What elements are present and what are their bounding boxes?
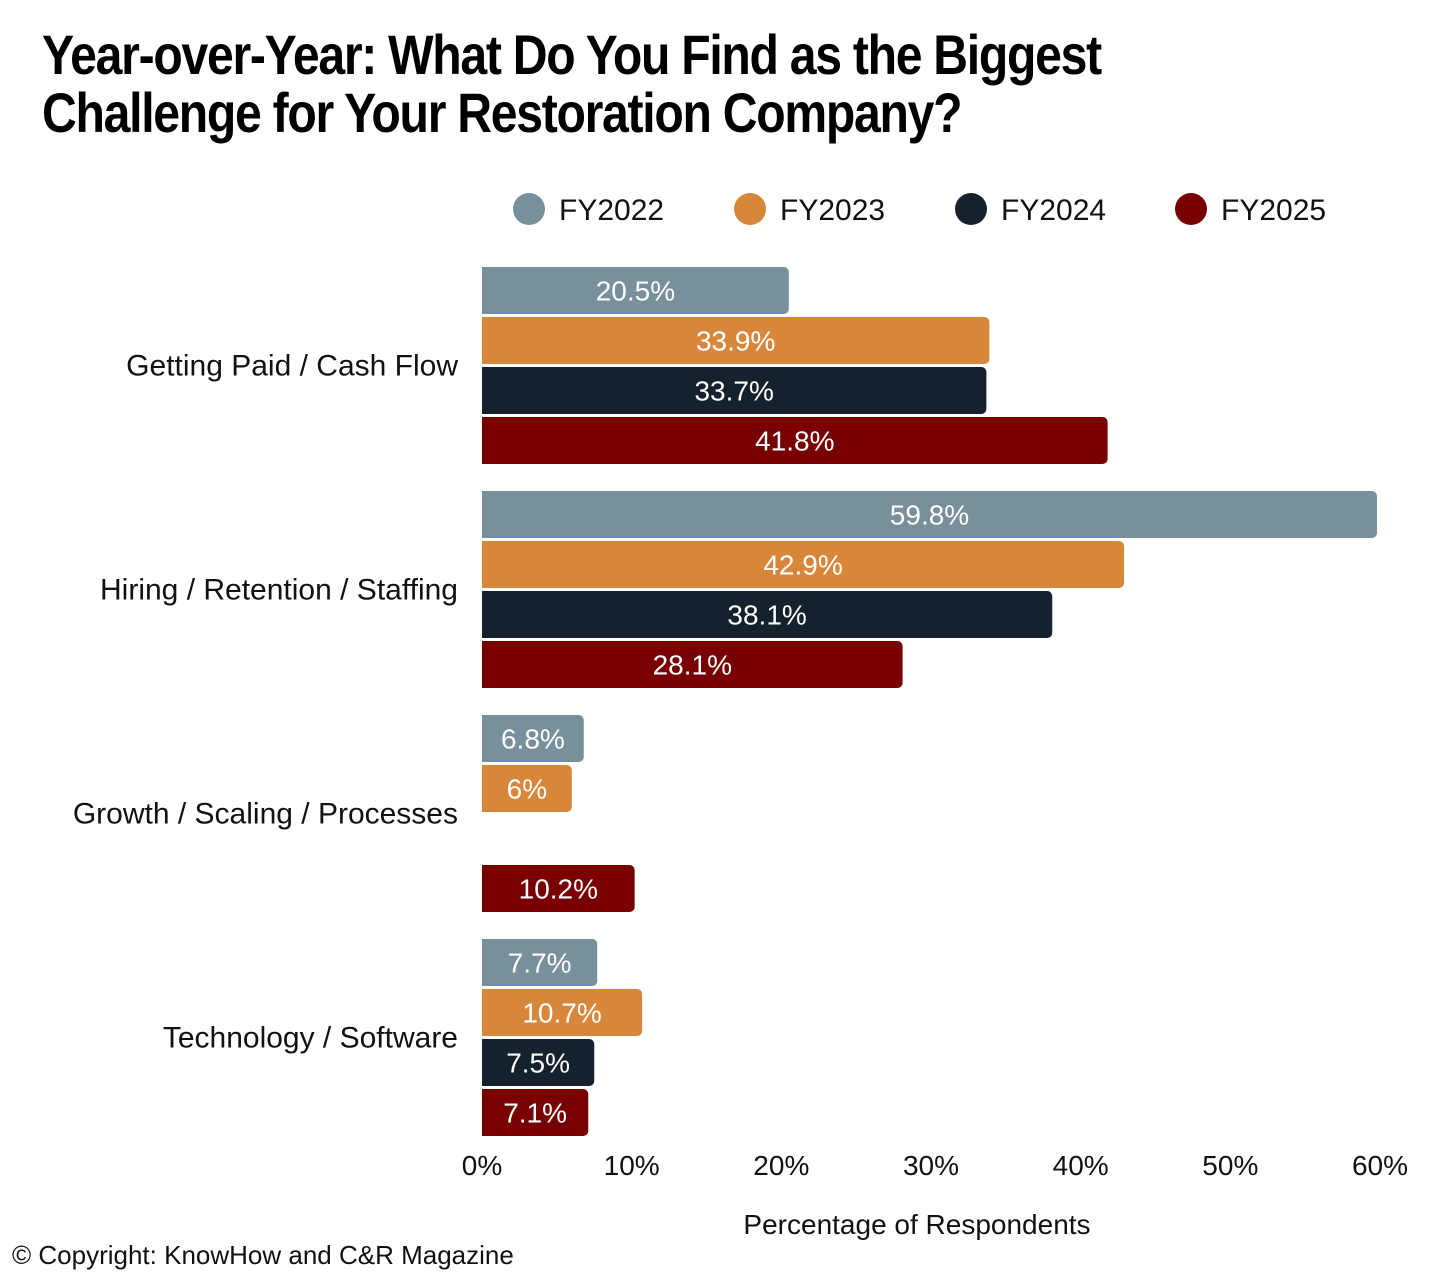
bar-value-label: 7.1% [503, 1098, 567, 1129]
bar-value-label: 10.2% [519, 874, 598, 905]
x-axis-title: Percentage of Respondents [743, 1209, 1090, 1240]
bar-value-label: 59.8% [890, 500, 969, 531]
bar-value-label: 33.7% [694, 376, 773, 407]
legend-label-fy2023: FY2023 [780, 194, 885, 227]
legend-marker-fy2023 [734, 193, 766, 225]
bar-value-label: 33.9% [696, 326, 775, 357]
category-label: Hiring / Retention / Staffing [100, 574, 458, 607]
legend-marker-fy2025 [1175, 193, 1207, 225]
legend-label-fy2022: FY2022 [559, 194, 664, 227]
category-labels: Getting Paid / Cash Flow Hiring / Retenti… [73, 350, 458, 1055]
bar-value-label: 42.9% [763, 550, 842, 581]
bar-fy2022 [476, 939, 598, 986]
x-tick-label: 20% [753, 1150, 809, 1181]
category-label: Technology / Software [163, 1022, 458, 1055]
bar-value-label: 38.1% [727, 600, 806, 631]
x-tick-label: 60% [1352, 1150, 1408, 1181]
bar-fy2023 [476, 989, 643, 1036]
bar-fy2024 [476, 367, 987, 414]
copyright-notice: © Copyright: KnowHow and C&R Magazine [12, 1240, 514, 1270]
bar-fy2025 [476, 417, 1108, 464]
x-tick-label: 30% [903, 1150, 959, 1181]
bar-fy2022 [476, 491, 1378, 538]
x-axis-ticks: 0% 10% 20% 30% 40% 50% 60% [462, 1150, 1408, 1181]
legend-label-fy2024: FY2024 [1001, 194, 1106, 227]
legend-marker-fy2024 [955, 193, 987, 225]
bar-fy2024 [476, 1039, 595, 1086]
x-tick-label: 0% [462, 1150, 502, 1181]
bar-value-label: 7.5% [506, 1048, 570, 1079]
legend: FY2022 FY2023 FY2024 FY2025 [513, 193, 1326, 227]
x-tick-label: 50% [1202, 1150, 1258, 1181]
bar-fy2022 [476, 715, 584, 762]
bar-value-label: 6% [507, 774, 547, 805]
axis-mask [474, 250, 482, 1150]
bar-fy2023 [476, 541, 1125, 588]
x-tick-label: 40% [1053, 1150, 1109, 1181]
bar-fy2025 [476, 641, 903, 688]
bar-value-label: 7.7% [508, 948, 572, 979]
category-label: Getting Paid / Cash Flow [126, 350, 458, 383]
bar-fy2022 [476, 267, 789, 314]
x-tick-label: 10% [604, 1150, 660, 1181]
bar-fy2025 [476, 865, 635, 912]
bar-value-label: 10.7% [522, 998, 601, 1029]
bar-value-label: 28.1% [653, 650, 732, 681]
bar-value-label: 41.8% [755, 426, 834, 457]
bar-value-label: 6.8% [501, 724, 565, 755]
legend-marker-fy2022 [513, 193, 545, 225]
chart-title: Year-over-Year: What Do You Find as the … [42, 23, 1102, 144]
bar-value-label: 20.5% [596, 276, 675, 307]
bars: 20.5% 33.9% 33.7% 41.8% 59.8% 42.9% 38.1% 28.1%… [474, 250, 1378, 1150]
bar-fy2025 [476, 1089, 589, 1136]
bar-fy2023 [476, 317, 990, 364]
category-label: Growth / Scaling / Processes [73, 798, 458, 831]
bar-fy2024 [476, 591, 1053, 638]
legend-label-fy2025: FY2025 [1221, 194, 1326, 227]
bar-fy2023 [476, 765, 572, 812]
